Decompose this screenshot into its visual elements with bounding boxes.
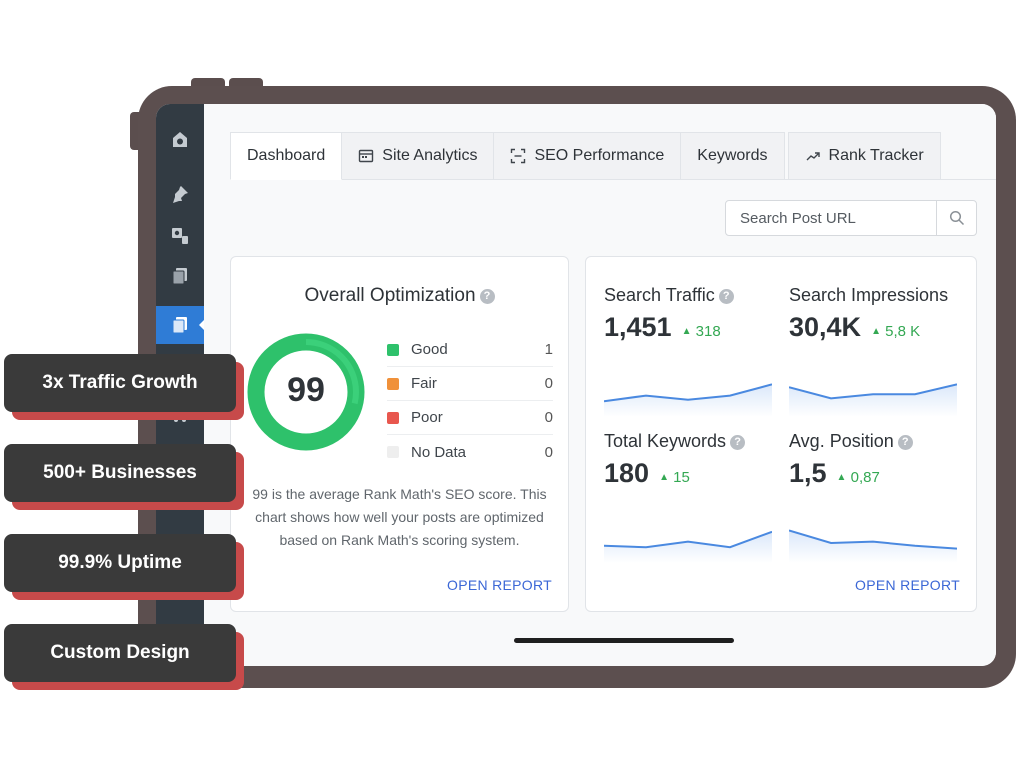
- overall-optimization-card: Overall Optimization? 99 Good 1 Fair 0 Poor 0…: [230, 256, 569, 612]
- metric-label: Avg. Position?: [789, 431, 959, 452]
- home-indicator: [514, 638, 734, 643]
- legend-row: Fair 0: [387, 367, 553, 401]
- score-value: 99: [287, 371, 325, 409]
- metric-delta: ▲ 0,87: [836, 469, 880, 486]
- metric-label: Search Impressions: [789, 285, 949, 305]
- sparkline-area: [604, 531, 772, 563]
- sparkline-area: [789, 530, 957, 563]
- metric-value: 1,5 ▲ 0,87: [789, 458, 880, 488]
- legend-label: No Data: [411, 443, 467, 461]
- legend-count: 0: [544, 443, 553, 461]
- tab-site-analytics[interactable]: Site Analytics: [342, 132, 495, 180]
- metric-value: 180 ▲ 15: [604, 458, 690, 488]
- feature-badge: 500+ Businesses: [4, 444, 244, 510]
- tab-seo-performance[interactable]: SEO Performance: [494, 132, 682, 180]
- metric-value: 30,4K ▲ 5,8 K: [789, 312, 921, 342]
- sparkline-line: [789, 383, 957, 400]
- arrow-up-icon: ▲: [871, 326, 881, 337]
- card-title: Overall Optimization?: [231, 285, 568, 307]
- sparkline: [604, 530, 772, 563]
- score-legend: Good 1 Fair 0 Poor 0 No Data 0: [387, 333, 553, 469]
- tab-label: Site Analytics: [382, 147, 478, 164]
- tab-label: Rank Tracker: [828, 147, 924, 164]
- metric-label: Total Keywords?: [604, 431, 774, 452]
- tab-rank-tracker[interactable]: Rank Tracker: [787, 132, 941, 180]
- main-content: Dashboard Site Analytics SEO Performance…: [204, 104, 996, 666]
- search-button[interactable]: [936, 201, 976, 235]
- feature-badge: 99.9% Uptime: [4, 534, 244, 600]
- legend-count: 0: [544, 409, 553, 426]
- metric-value: 1,451 ▲ 318: [604, 312, 721, 342]
- badge-label: 500+ Businesses: [4, 444, 236, 502]
- sparkline-line: [604, 383, 772, 403]
- tablet-screen: Dashboard Site Analytics SEO Performance…: [156, 104, 996, 666]
- feature-badge: Custom Design: [4, 624, 244, 690]
- dashboard-icon[interactable]: [166, 126, 194, 154]
- calendar-icon: [359, 149, 374, 163]
- metric-total-keywords: Total Keywords? 180 ▲ 15: [604, 431, 774, 563]
- badge-label: Custom Design: [4, 624, 236, 682]
- legend-label: Fair: [411, 375, 437, 392]
- help-icon[interactable]: ?: [897, 435, 913, 450]
- metric-avg-position: Avg. Position? 1,5 ▲ 0,87: [789, 431, 959, 563]
- tab-label: Dashboard: [247, 147, 326, 164]
- metric-delta: ▲ 5,8 K: [871, 323, 921, 340]
- score-description: 99 is the average Rank Math's SEO score.…: [252, 486, 547, 548]
- metric-search-impressions: Search Impressions 30,4K ▲ 5,8 K: [789, 285, 959, 417]
- legend-swatch: [387, 446, 399, 458]
- legend-row: Poor 0: [387, 401, 553, 435]
- score-donut: 99: [245, 331, 367, 453]
- badge-label: 99.9% Uptime: [4, 534, 236, 592]
- arrow-up-icon: ▲: [836, 472, 847, 483]
- legend-row: No Data 0: [387, 435, 553, 469]
- sparkline: [789, 529, 957, 563]
- legend-swatch: [387, 411, 399, 424]
- legend-swatch: [387, 377, 399, 390]
- legend-count: 0: [544, 375, 553, 392]
- help-icon[interactable]: ?: [479, 289, 495, 304]
- search-box: [725, 200, 977, 236]
- tab-bar: Dashboard Site Analytics SEO Performance…: [230, 132, 941, 180]
- arrow-up-icon: ▲: [659, 472, 669, 483]
- help-icon[interactable]: ?: [730, 435, 746, 450]
- sparkline-line: [789, 529, 957, 550]
- trend-icon: [806, 152, 820, 161]
- pin-icon[interactable]: [166, 180, 194, 208]
- legend-label: Poor: [411, 409, 443, 426]
- legend-count: 1: [544, 341, 553, 358]
- tab-keywords[interactable]: Keywords: [681, 132, 785, 180]
- tab-label: SEO Performance: [534, 147, 665, 164]
- help-icon[interactable]: ?: [718, 289, 734, 304]
- sparkline: [789, 383, 957, 417]
- posts-icon[interactable]: [166, 311, 194, 339]
- tab-label: Keywords: [697, 147, 768, 164]
- pages-icon[interactable]: [166, 262, 194, 290]
- legend-label: Good: [411, 341, 448, 358]
- metric-label: Search Traffic?: [604, 285, 774, 306]
- open-report-link[interactable]: OPEN REPORT: [855, 577, 960, 593]
- open-report-link[interactable]: OPEN REPORT: [447, 577, 552, 593]
- badge-label: 3x Traffic Growth: [4, 354, 236, 412]
- legend-row: Good 1: [387, 333, 553, 367]
- tab-dashboard[interactable]: Dashboard: [230, 132, 343, 180]
- feature-badge: 3x Traffic Growth: [4, 354, 244, 420]
- scan-icon: [511, 148, 526, 164]
- sparkline: [604, 383, 772, 417]
- metrics-card: OPEN REPORT Search Traffic? 1,451 ▲ 318 Sea…: [585, 256, 977, 612]
- metric-delta: ▲ 15: [659, 469, 690, 486]
- metric-search-traffic: Search Traffic? 1,451 ▲ 318: [604, 285, 774, 417]
- sparkline-area: [789, 384, 957, 417]
- media-icon[interactable]: [166, 222, 194, 250]
- legend-swatch: [387, 343, 399, 356]
- search-input[interactable]: [726, 201, 936, 235]
- metric-delta: ▲ 318: [681, 323, 721, 340]
- sparkline-line: [604, 530, 772, 549]
- search-icon: [949, 210, 964, 226]
- arrow-up-icon: ▲: [681, 326, 692, 337]
